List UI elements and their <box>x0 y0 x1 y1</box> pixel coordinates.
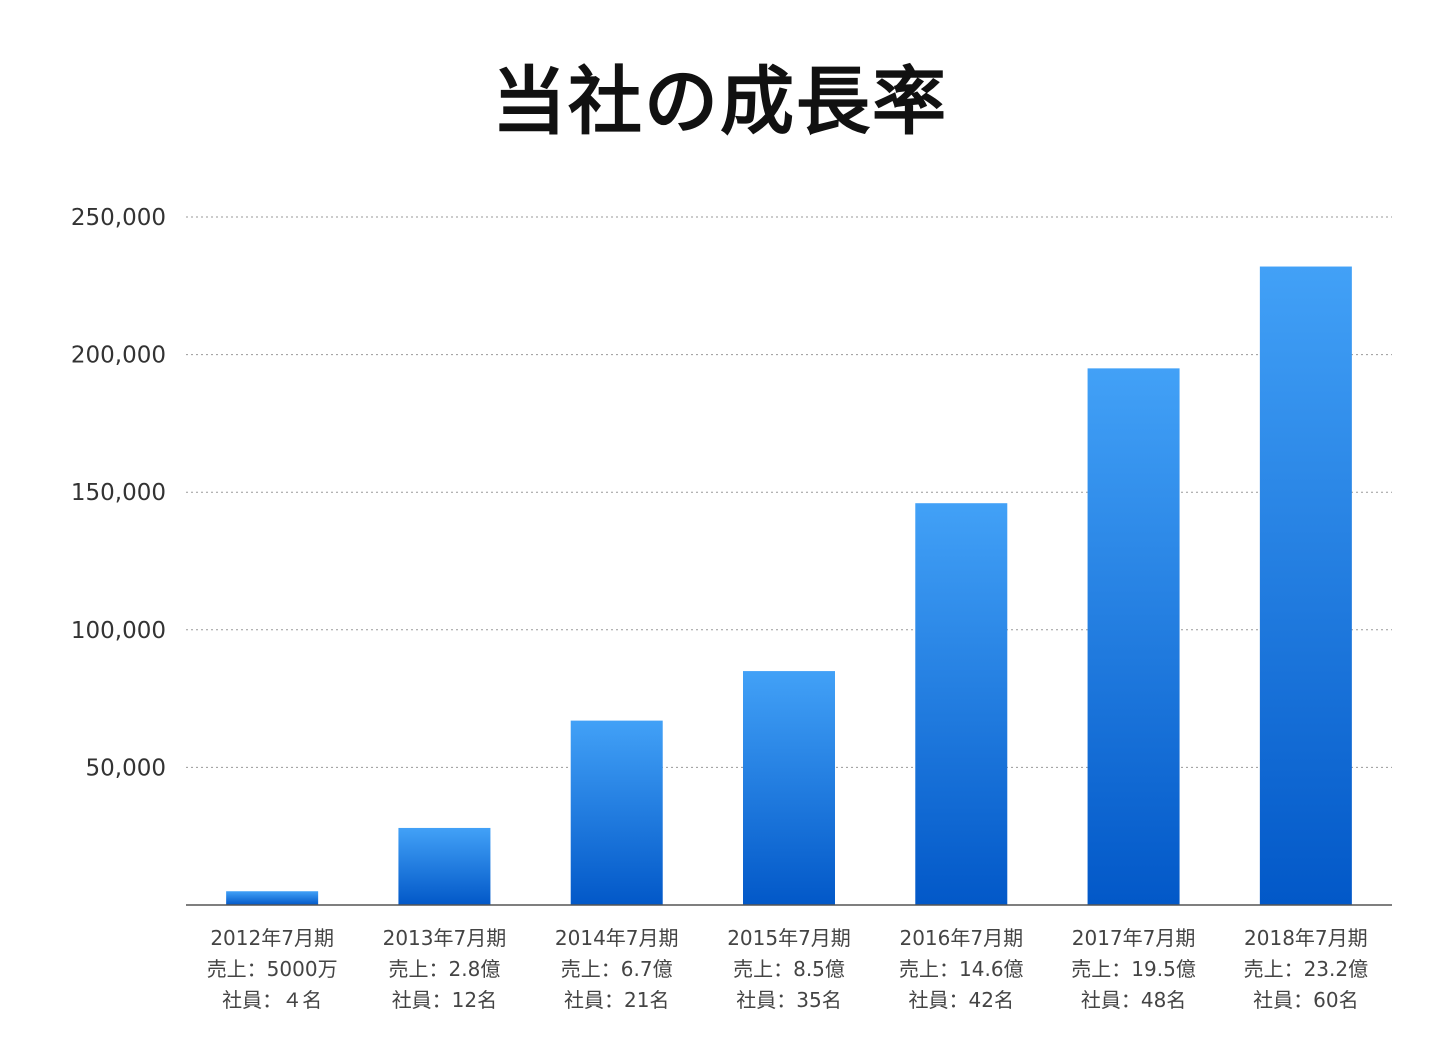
bar <box>1259 266 1352 905</box>
bar <box>1087 368 1180 905</box>
x-tick-label: 2018年7月期 <box>1244 926 1368 950</box>
bars <box>226 266 1352 905</box>
x-tick-label: 売上：23.2億 <box>1244 957 1369 981</box>
x-tick-label: 社員：21名 <box>564 988 669 1012</box>
y-tick-label: 100,000 <box>71 618 166 644</box>
bar <box>743 671 835 905</box>
x-tick-label: 社員：48名 <box>1081 988 1186 1012</box>
y-tick-label: 200,000 <box>71 343 166 369</box>
x-tick-label: 社員：４名 <box>222 988 322 1012</box>
x-tick-label: 2013年7月期 <box>383 926 507 950</box>
x-tick-label: 2014年7月期 <box>555 926 679 950</box>
x-tick-label: 売上：6.7億 <box>561 957 673 981</box>
x-tick-label: 売上：14.6億 <box>899 957 1024 981</box>
x-tick-label: 売上：8.5億 <box>733 957 845 981</box>
x-tick-label: 社員：42名 <box>909 988 1014 1012</box>
x-tick-label: 売上：2.8億 <box>389 957 501 981</box>
x-tick-label: 売上：19.5億 <box>1071 957 1196 981</box>
x-tick-label: 社員：12名 <box>392 988 497 1012</box>
x-tick-label: 社員：35名 <box>736 988 841 1012</box>
bar <box>570 720 663 905</box>
gridlines <box>186 216 1392 768</box>
y-tick-label: 250,000 <box>71 205 166 231</box>
x-tick-label: 社員：60名 <box>1253 988 1358 1012</box>
y-tick-label: 150,000 <box>71 480 166 506</box>
x-tick-label: 2017年7月期 <box>1072 926 1196 950</box>
bar <box>398 827 491 905</box>
x-tick-label: 2015年7月期 <box>727 926 851 950</box>
chart-title: 当社の成長率 <box>492 59 948 145</box>
y-tick-label: 50,000 <box>86 755 166 781</box>
x-tick-label: 売上：5000万 <box>207 957 338 981</box>
x-tick-label: 2012年7月期 <box>210 926 334 950</box>
y-axis-ticks: 50,000 100,000 150,000 200,000 250,000 <box>71 205 166 781</box>
x-tick-label: 2016年7月期 <box>899 926 1023 950</box>
bar <box>915 503 1008 905</box>
bar <box>226 891 319 905</box>
